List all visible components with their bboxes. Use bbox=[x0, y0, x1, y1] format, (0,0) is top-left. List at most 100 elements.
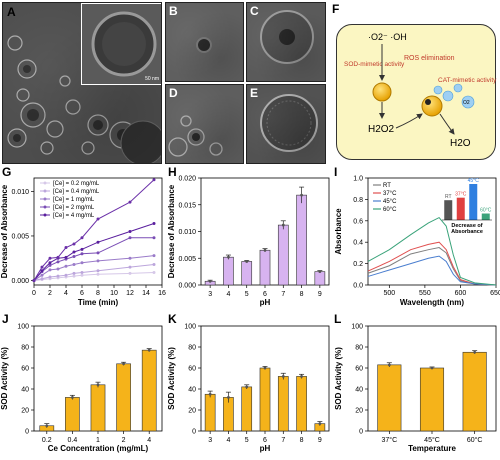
data-point bbox=[56, 267, 60, 271]
data-point bbox=[48, 275, 52, 279]
y-tick-label: 1.0 bbox=[353, 176, 363, 183]
y-tick-label: 40 bbox=[355, 387, 363, 394]
legend-label: 37°C bbox=[383, 191, 397, 197]
legend-marker bbox=[43, 181, 47, 185]
panel-label-l: L bbox=[334, 312, 342, 326]
data-point bbox=[128, 265, 132, 269]
o2-label: O2 bbox=[463, 100, 470, 106]
data-point bbox=[56, 260, 60, 264]
y-tick-label: 60 bbox=[21, 366, 29, 373]
y-axis-label: SOD Activity (%) bbox=[167, 347, 176, 410]
data-point bbox=[80, 273, 84, 277]
bar bbox=[116, 363, 131, 432]
bar-point bbox=[300, 375, 303, 378]
data-point bbox=[152, 236, 156, 240]
bar-point bbox=[45, 424, 49, 428]
x-tick-label: 9 bbox=[318, 437, 322, 444]
x-tick-label: 16 bbox=[158, 290, 166, 297]
inset-bar-label: 60°C bbox=[480, 208, 492, 214]
legend-label: 45°C bbox=[383, 199, 397, 205]
x-tick-label: 8 bbox=[300, 291, 304, 298]
data-point bbox=[72, 250, 76, 254]
y-tick-label: 0.6 bbox=[353, 218, 363, 225]
chart-i: 500 550 600 650 0.0 0.2 0.4 0.6 0.8 1.0 Absorbance… bbox=[334, 176, 500, 308]
inset-bar-label: RT bbox=[445, 194, 452, 200]
bar bbox=[259, 249, 271, 286]
bar bbox=[204, 393, 216, 432]
panel-label-j: J bbox=[2, 312, 9, 326]
panel-label-f: F bbox=[332, 2, 340, 16]
x-tick-label: 8 bbox=[96, 290, 100, 297]
plot-frame bbox=[367, 177, 497, 286]
data-point bbox=[152, 254, 156, 258]
x-tick-label: 14 bbox=[142, 290, 150, 297]
legend-label: 60°C bbox=[383, 207, 397, 213]
bar bbox=[223, 256, 234, 286]
panel-label-d: D bbox=[169, 86, 178, 100]
data-point bbox=[96, 240, 100, 244]
tem-a-inset: 50 nm bbox=[81, 3, 161, 85]
bar-point bbox=[318, 270, 322, 274]
x-tick-label: 7 bbox=[281, 291, 285, 298]
data-point bbox=[128, 256, 132, 260]
x-tick-label: 10 bbox=[110, 290, 118, 297]
x-axis-label: pH bbox=[260, 298, 271, 307]
data-point bbox=[48, 256, 52, 260]
ros-label: ROS elimination bbox=[404, 55, 455, 62]
bar bbox=[314, 271, 326, 286]
y-tick-label: 80 bbox=[355, 345, 363, 352]
y-tick-label: 0.2 bbox=[353, 261, 363, 268]
data-point bbox=[80, 236, 84, 240]
data-point bbox=[96, 259, 100, 263]
x-tick-label: 3 bbox=[208, 437, 212, 444]
x-axis-label: pH bbox=[260, 444, 271, 453]
x-tick-label: 2 bbox=[122, 437, 126, 444]
data-point bbox=[40, 269, 44, 273]
x-tick-label: 3 bbox=[208, 291, 212, 298]
data-point bbox=[48, 261, 52, 265]
x-axis-label: Ce Concentration (mg/mL) bbox=[48, 444, 149, 453]
tem-image-c: C bbox=[246, 2, 326, 82]
data-point bbox=[128, 200, 132, 204]
bar-point bbox=[227, 255, 230, 259]
bar bbox=[65, 397, 80, 432]
bar-point bbox=[430, 366, 434, 370]
inset-bar bbox=[444, 200, 453, 220]
x-tick-label: 500 bbox=[383, 290, 395, 297]
x-tick-label: 5 bbox=[245, 291, 249, 298]
y-tick-label: 0.010 bbox=[11, 189, 29, 196]
panel-label-k: K bbox=[168, 312, 177, 326]
y-tick-label: 0.015 bbox=[178, 202, 196, 209]
x-tick-label: 4 bbox=[226, 291, 230, 298]
chart-k: 3 4 5 6 7 8 9 0 20 40 60 80 100 SOD Activity (%) pH bbox=[167, 324, 330, 453]
data-point bbox=[72, 242, 76, 246]
bar-point bbox=[227, 396, 230, 399]
bar bbox=[419, 367, 445, 432]
panel-label-b: B bbox=[169, 4, 178, 18]
bar-point bbox=[208, 392, 212, 396]
schematic-background bbox=[336, 24, 496, 160]
y-tick-label: 20 bbox=[21, 408, 29, 415]
x-axis-label: Time (min) bbox=[78, 298, 119, 307]
x-tick-label: 45°C bbox=[424, 436, 440, 444]
data-point bbox=[56, 255, 60, 259]
y-tick-label: 0.000 bbox=[11, 278, 29, 285]
bar-point bbox=[147, 348, 151, 352]
data-point bbox=[128, 236, 132, 240]
spectrum-line bbox=[367, 255, 497, 286]
y-tick-label: 0.000 bbox=[178, 283, 196, 290]
bar-point bbox=[245, 260, 249, 263]
x-tick-label: 1 bbox=[96, 437, 100, 444]
panel-label-i: I bbox=[334, 165, 338, 179]
bar bbox=[259, 367, 271, 432]
data-point bbox=[96, 269, 100, 273]
x-tick-label: 0.4 bbox=[68, 437, 78, 444]
y-tick-label: 100 bbox=[184, 324, 196, 331]
y-tick-label: 0.010 bbox=[178, 229, 196, 236]
y-tick-label: 100 bbox=[351, 324, 363, 331]
y-axis-label: SOD Activity (%) bbox=[334, 347, 343, 410]
panel-label-h: H bbox=[168, 165, 177, 179]
bar-point bbox=[263, 366, 267, 370]
series-line bbox=[33, 179, 155, 281]
x-tick-label: 0.2 bbox=[42, 437, 52, 444]
